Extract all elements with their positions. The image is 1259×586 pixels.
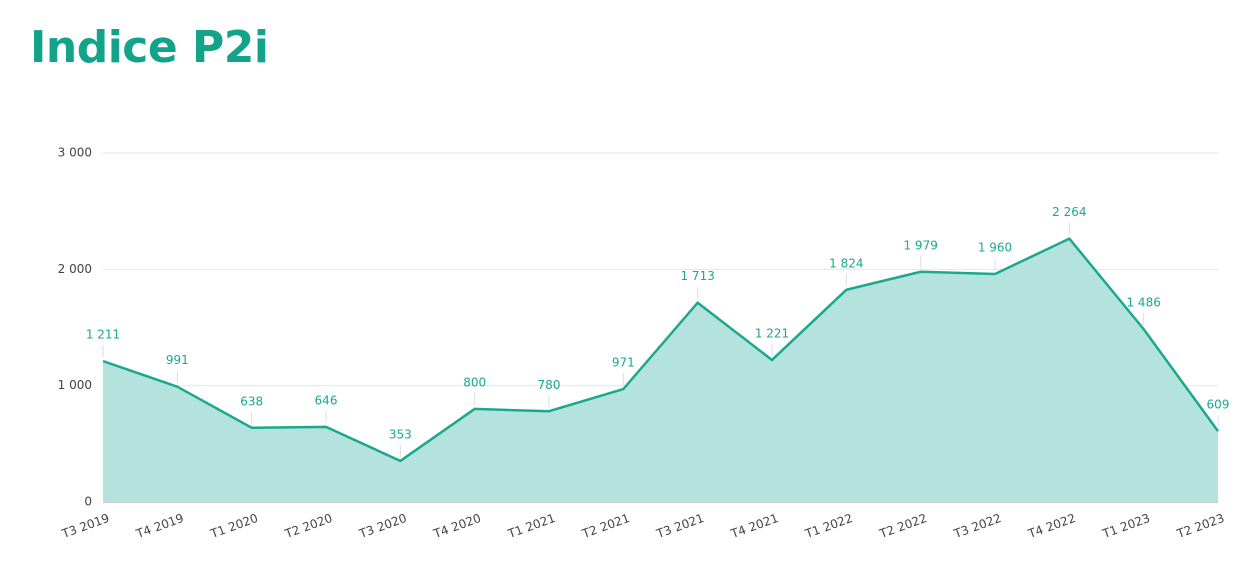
- value-label: 991: [166, 353, 189, 367]
- value-label: 1 486: [1126, 296, 1160, 310]
- y-tick-label: 2 000: [58, 262, 92, 276]
- x-tick-label: T3 2021: [654, 511, 706, 541]
- y-tick-label: 1 000: [58, 378, 92, 392]
- x-tick-label: T1 2022: [802, 511, 854, 541]
- value-label: 353: [389, 427, 412, 441]
- x-tick-label: T3 2019: [59, 511, 111, 541]
- x-tick-label: T1 2023: [1100, 511, 1152, 541]
- x-tick-label: T3 2022: [951, 511, 1003, 541]
- value-label: 2 264: [1052, 205, 1086, 219]
- x-tick-label: T4 2022: [1025, 511, 1077, 541]
- x-tick-label: T2 2020: [282, 511, 334, 541]
- page-title: Indice P2i: [30, 22, 269, 73]
- line: [102, 237, 1220, 463]
- value-label: 1 221: [755, 326, 789, 340]
- x-tick-label: T4 2020: [431, 511, 483, 541]
- value-label: 646: [315, 393, 338, 407]
- value-label: 971: [612, 356, 635, 370]
- value-label: 1 979: [903, 238, 937, 252]
- y-tick-label: 3 000: [58, 146, 92, 160]
- x-tick-label: T1 2021: [505, 511, 557, 541]
- value-label: 1 713: [680, 269, 714, 283]
- value-label: 1 960: [978, 240, 1012, 254]
- x-tick-label: T4 2021: [728, 511, 780, 541]
- x-tick-label: T1 2020: [208, 511, 260, 541]
- x-tick-label: T2 2021: [579, 511, 631, 541]
- x-tick-label: T2 2023: [1174, 511, 1226, 541]
- y-tick-label: 0: [84, 495, 92, 509]
- value-label: 638: [240, 394, 263, 408]
- value-label: 1 824: [829, 256, 863, 270]
- value-label: 1 211: [86, 328, 120, 342]
- x-tick-label: T3 2020: [356, 511, 408, 541]
- area: [103, 238, 1218, 502]
- value-label: 609: [1207, 398, 1230, 412]
- x-tick-label: T4 2019: [133, 511, 185, 541]
- value-label: 780: [538, 378, 561, 392]
- value-label: 800: [463, 375, 486, 389]
- x-tick-label: T2 2022: [877, 511, 929, 541]
